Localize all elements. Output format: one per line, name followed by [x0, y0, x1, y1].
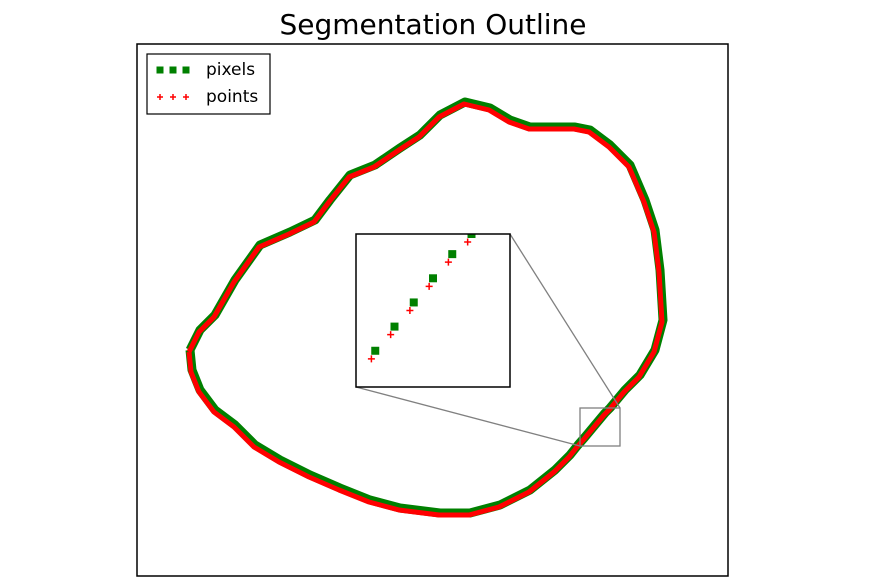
pixel-marker: [169, 66, 177, 74]
point-marker: [464, 238, 472, 246]
pixel-marker: [182, 66, 190, 74]
plot-area: [185, 97, 668, 518]
point-marker: [157, 94, 163, 100]
point-marker: [425, 282, 433, 290]
zoom-connector: [509, 233, 621, 409]
pixel-marker: [409, 298, 418, 307]
zoom-connector: [355, 386, 581, 447]
pixel-marker: [390, 322, 399, 331]
point-marker: [387, 331, 395, 339]
series-outline: [186, 101, 665, 518]
pixel-marker: [467, 234, 476, 238]
point-marker: [367, 355, 375, 363]
inset-frame: [355, 233, 511, 388]
pixel-marker: [156, 66, 164, 74]
pixel-marker: [429, 274, 437, 283]
legend: pixels points: [146, 53, 271, 115]
legend-label: pixels: [206, 60, 255, 80]
inset-area: [367, 234, 476, 363]
legend-label: points: [206, 87, 258, 107]
inset-background: [356, 234, 510, 387]
zoom-box: [579, 407, 621, 447]
point-marker: [444, 258, 452, 266]
pixel-marker: [371, 346, 380, 355]
zoom-indicator: [355, 233, 621, 447]
legend-box: [146, 53, 271, 115]
pixel-marker: [448, 250, 457, 259]
point-marker: [170, 94, 176, 100]
axes-frame: [136, 43, 729, 577]
point-marker: [183, 94, 189, 100]
chart-title: Segmentation Outline: [280, 8, 587, 41]
point-marker: [406, 307, 414, 314]
